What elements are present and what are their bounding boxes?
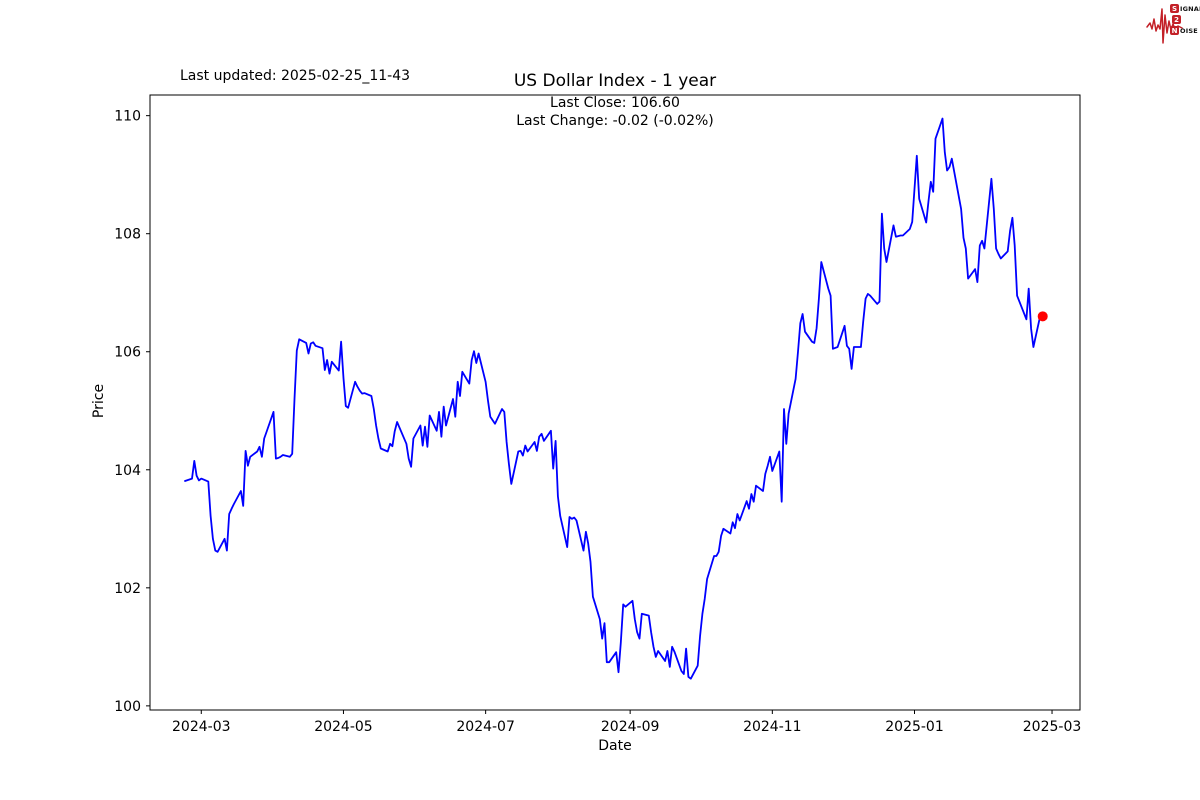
logo-row-noise: N OISE: [1170, 26, 1200, 35]
y-tick-label: 100: [114, 699, 141, 715]
chart-annotation: Last Close: 106.60 Last Change: -0.02 (-…: [150, 94, 1080, 130]
x-tick-label: 2025-03: [1023, 719, 1082, 735]
last-updated-label: Last updated: 2025-02-25_11-43: [180, 68, 411, 84]
chart-title: US Dollar Index - 1 year: [513, 71, 717, 91]
x-tick-label: 2025-01: [885, 719, 944, 735]
last-change-label: Last Change: -0.02 (-0.02%): [516, 113, 714, 129]
ekg-waveform-icon: [1146, 8, 1183, 44]
logo-text-signal: IGNAL: [1180, 4, 1200, 13]
axes-border: [149, 94, 1081, 711]
y-tick-label: 102: [114, 581, 141, 597]
logo-row-signal: S IGNAL: [1170, 4, 1200, 13]
x-tick-label: 2024-09: [601, 719, 660, 735]
logo-letter-s-box: S: [1170, 4, 1179, 13]
x-tick-label: 2024-07: [456, 719, 515, 735]
y-tick-label: 106: [114, 345, 141, 361]
price-line: [184, 117, 1044, 680]
last-price-marker: [1037, 311, 1048, 322]
y-tick-label: 104: [114, 463, 141, 479]
logo-row-2: 2: [1170, 15, 1200, 24]
y-tick-label: 110: [114, 109, 141, 125]
logo-letter-n-box: N: [1170, 26, 1179, 35]
last-close-label: Last Close: 106.60: [550, 95, 680, 111]
logo-text-noise: OISE: [1180, 26, 1198, 35]
logo-text: S IGNAL 2 N OISE: [1170, 4, 1200, 35]
y-axis-label: Price: [91, 383, 107, 419]
x-tick-label: 2024-05: [314, 719, 373, 735]
logo-number-2-box: 2: [1172, 15, 1181, 24]
y-tick-label: 108: [114, 227, 141, 243]
x-tick-label: 2024-11: [743, 719, 802, 735]
x-axis-label: Date: [598, 738, 632, 754]
signal2noise-logo: S IGNAL 2 N OISE: [1146, 3, 1200, 45]
x-tick-label: 2024-03: [172, 719, 231, 735]
